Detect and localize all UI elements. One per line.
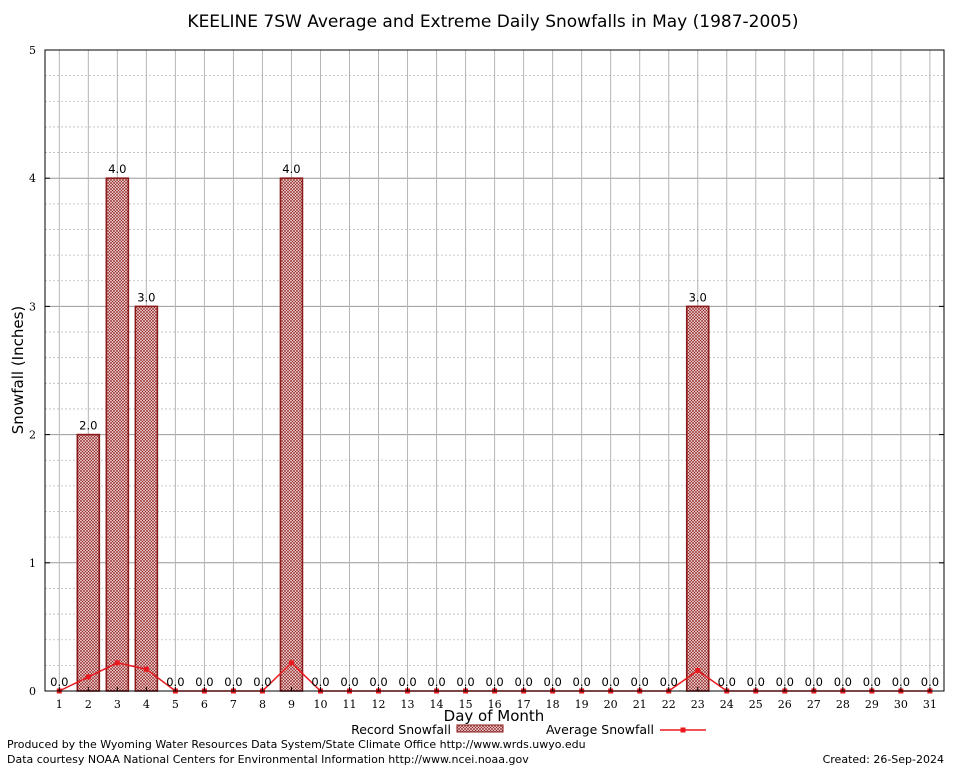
x-tick-label-28: 28	[836, 698, 850, 711]
y-tick-label-5: 5	[29, 44, 36, 57]
data-label-day-3: 4.0	[108, 162, 126, 176]
average-point-day-2	[85, 674, 91, 680]
data-label-day-10: 0.0	[311, 675, 329, 689]
data-label-day-7: 0.0	[224, 675, 242, 689]
x-tick-label-9: 9	[288, 698, 295, 711]
record-bar-day-4	[134, 305, 159, 692]
y-tick-label-2: 2	[29, 429, 36, 442]
legend: Record Snowfall Average Snowfall	[351, 722, 706, 737]
x-tick-label-30: 30	[894, 698, 908, 711]
data-label-day-25: 0.0	[747, 675, 765, 689]
legend-record-swatch	[456, 724, 504, 733]
plot-grid	[45, 50, 944, 691]
x-tick-labels: 1 2 3 4 5 6 7 8 9 10 11 12 13 14 15 16 17 18 19 20 21 22 23 24 2…	[56, 687, 937, 711]
average-point-day-4	[143, 666, 149, 672]
x-tick-label-11: 11	[343, 698, 357, 711]
data-label-day-31: 0.0	[921, 675, 939, 689]
x-tick-label-26: 26	[778, 698, 792, 711]
data-label-day-26: 0.0	[776, 675, 794, 689]
x-tick-label-27: 27	[807, 698, 821, 711]
x-tick-label-18: 18	[546, 698, 560, 711]
x-tick-label-23: 23	[691, 698, 705, 711]
x-tick-label-17: 17	[517, 698, 531, 711]
average-point-day-3	[114, 660, 120, 666]
x-tick-label-2: 2	[85, 698, 92, 711]
data-label-day-4: 3.0	[137, 290, 155, 304]
footer-produced-by: Produced by the Wyoming Water Resources …	[7, 738, 586, 751]
data-label-day-28: 0.0	[834, 675, 852, 689]
data-label-day-13: 0.0	[398, 675, 416, 689]
record-bar-day-2	[76, 433, 101, 692]
x-tick-label-10: 10	[313, 698, 327, 711]
data-label-day-8: 0.0	[253, 675, 271, 689]
x-tick-label-8: 8	[259, 698, 266, 711]
data-label-day-9: 4.0	[282, 162, 300, 176]
data-label-day-18: 0.0	[543, 675, 561, 689]
record-bar-day-9	[279, 177, 304, 692]
x-tick-label-25: 25	[749, 698, 763, 711]
data-label-day-30: 0.0	[892, 675, 910, 689]
x-tick-label-15: 15	[459, 698, 473, 711]
x-tick-label-29: 29	[865, 698, 879, 711]
record-bar-day-23	[685, 305, 710, 692]
data-label-day-29: 0.0	[863, 675, 881, 689]
data-label-day-6: 0.0	[195, 675, 213, 689]
data-label-day-27: 0.0	[805, 675, 823, 689]
data-label-day-22: 0.0	[660, 675, 678, 689]
x-axis-label: Day of Month	[444, 707, 545, 725]
x-tick-label-31: 31	[923, 698, 937, 711]
data-label-day-24: 0.0	[718, 675, 736, 689]
data-label-day-19: 0.0	[573, 675, 591, 689]
average-point-day-23	[695, 667, 701, 673]
record-bar-day-3	[105, 177, 130, 692]
y-axis-label: Snowfall (Inches)	[9, 306, 27, 434]
legend-average-label: Average Snowfall	[546, 722, 654, 737]
plot-frame	[44, 49, 945, 692]
x-tick-label-14: 14	[430, 698, 444, 711]
x-tick-label-6: 6	[201, 698, 208, 711]
x-tick-label-13: 13	[401, 698, 415, 711]
data-label-day-15: 0.0	[456, 675, 474, 689]
x-tick-label-12: 12	[372, 698, 386, 711]
x-tick-label-22: 22	[662, 698, 676, 711]
data-label-day-14: 0.0	[427, 675, 445, 689]
x-tick-label-24: 24	[720, 698, 734, 711]
x-tick-label-20: 20	[604, 698, 618, 711]
y-tick-labels: 0 1 2 3 4 5	[29, 44, 944, 698]
legend-average-marker	[680, 727, 686, 733]
data-label-day-11: 0.0	[340, 675, 358, 689]
data-label-day-21: 0.0	[631, 675, 649, 689]
chart-title: KEELINE 7SW Average and Extreme Daily Sn…	[187, 12, 798, 32]
x-tick-label-19: 19	[575, 698, 589, 711]
legend-record-label: Record Snowfall	[351, 722, 451, 737]
x-tick-label-3: 3	[114, 698, 121, 711]
footer-courtesy: Data courtesy NOAA National Centers for …	[7, 753, 529, 766]
x-tick-label-5: 5	[172, 698, 179, 711]
y-tick-label-3: 3	[29, 300, 36, 313]
record-bars	[76, 177, 710, 692]
data-label-day-5: 0.0	[166, 675, 184, 689]
y-tick-label-1: 1	[29, 557, 36, 570]
data-label-day-20: 0.0	[602, 675, 620, 689]
data-label-day-17: 0.0	[514, 675, 532, 689]
data-label-day-2: 2.0	[79, 419, 97, 433]
data-label-day-1: 0.0	[50, 675, 68, 689]
data-label-day-12: 0.0	[369, 675, 387, 689]
y-tick-label-0: 0	[29, 685, 36, 698]
x-tick-label-4: 4	[143, 698, 150, 711]
x-tick-label-7: 7	[230, 698, 237, 711]
data-labels: 0.0 2.0 4.0 3.0 0.0 0.0 0.0 0.0 4.0 0.0 0.0 0.0 0.0 0…	[50, 162, 939, 689]
x-tick-label-21: 21	[633, 698, 647, 711]
footer-created: Created: 26-Sep-2024	[823, 753, 944, 766]
data-label-day-23: 3.0	[689, 290, 707, 304]
x-tick-label-1: 1	[56, 698, 63, 711]
data-label-day-16: 0.0	[485, 675, 503, 689]
average-point-day-9	[288, 660, 294, 666]
y-tick-label-4: 4	[29, 172, 36, 185]
x-tick-label-16: 16	[488, 698, 502, 711]
